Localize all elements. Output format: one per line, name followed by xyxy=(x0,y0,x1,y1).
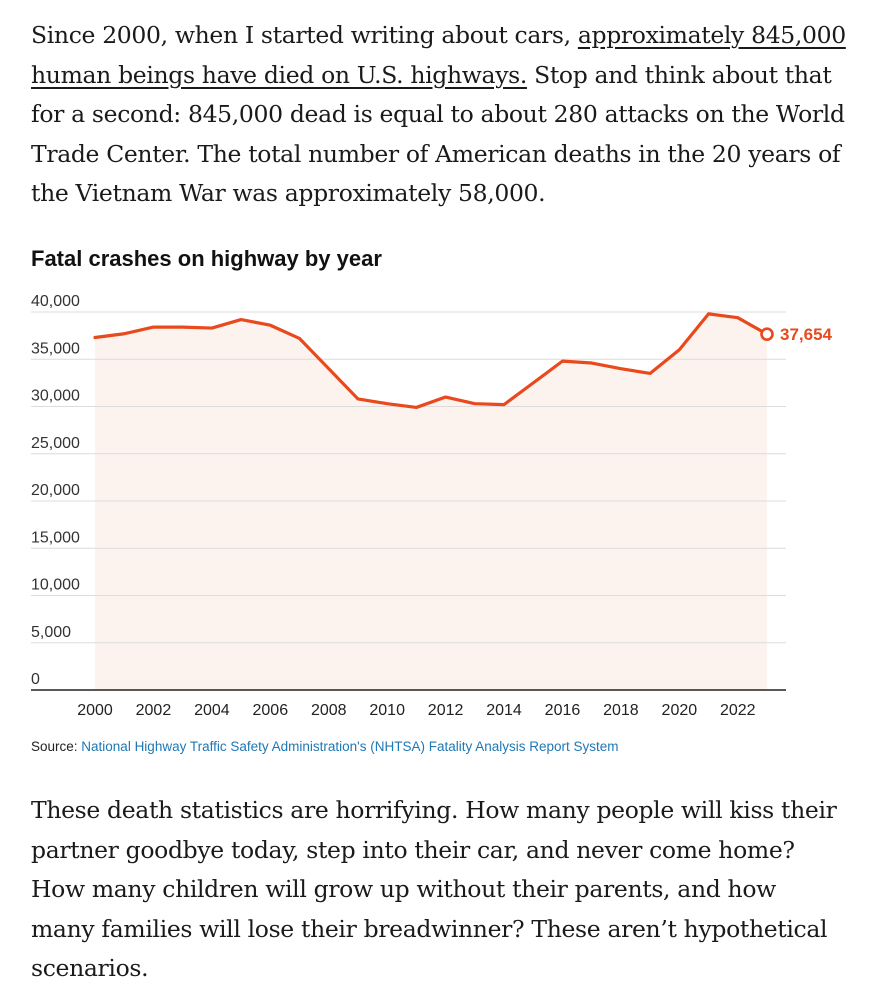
y-tick-label: 5,000 xyxy=(31,624,71,641)
deaths-link[interactable]: approximately 845,000 human beings have … xyxy=(31,21,846,89)
end-point-label: 37,654 xyxy=(780,325,833,344)
x-tick-label: 2016 xyxy=(545,702,581,719)
y-tick-label: 25,000 xyxy=(31,435,80,452)
x-tick-label: 2012 xyxy=(428,702,464,719)
source-prefix: Source: xyxy=(31,739,82,754)
y-tick-label: 0 xyxy=(31,671,40,688)
intro-paragraph: Since 2000, when I started writing about… xyxy=(31,16,846,214)
y-tick-label: 30,000 xyxy=(31,388,80,405)
x-tick-label: 2000 xyxy=(77,702,113,719)
x-tick-label: 2002 xyxy=(136,702,172,719)
y-tick-label: 10,000 xyxy=(31,577,80,594)
intro-text-after: Stop and think about that for a second: … xyxy=(31,60,845,208)
intro-text-before: Since 2000, when I started writing about… xyxy=(31,21,578,49)
end-point-marker xyxy=(760,327,774,341)
y-tick-label: 20,000 xyxy=(31,482,80,499)
chart-title: Fatal crashes on highway by year xyxy=(31,246,382,271)
x-tick-label: 2004 xyxy=(194,702,230,719)
x-tick-label: 2010 xyxy=(369,702,405,719)
x-tick-label: 2022 xyxy=(720,702,756,719)
x-tick-label: 2008 xyxy=(311,702,347,719)
area-fill xyxy=(95,313,767,690)
fatal-crashes-chart: 0 5,000 10,000 15,000 20,000 25,000 30,000 35,0… xyxy=(31,293,833,719)
x-tick-label: 2018 xyxy=(603,702,639,719)
chart-source: Source: National Highway Traffic Safety … xyxy=(31,739,619,754)
series-line xyxy=(93,312,769,410)
y-tick-label: 40,000 xyxy=(31,293,80,310)
x-tick-label: 2006 xyxy=(253,702,289,719)
x-tick-label: 2020 xyxy=(662,702,698,719)
x-tick-label: 2014 xyxy=(486,702,522,719)
y-tick-label: 15,000 xyxy=(31,529,80,546)
y-tick-label: 35,000 xyxy=(31,340,80,357)
source-link[interactable]: National Highway Traffic Safety Administ… xyxy=(81,739,619,754)
closing-paragraph: These death statistics are horrifying. H… xyxy=(31,796,837,983)
